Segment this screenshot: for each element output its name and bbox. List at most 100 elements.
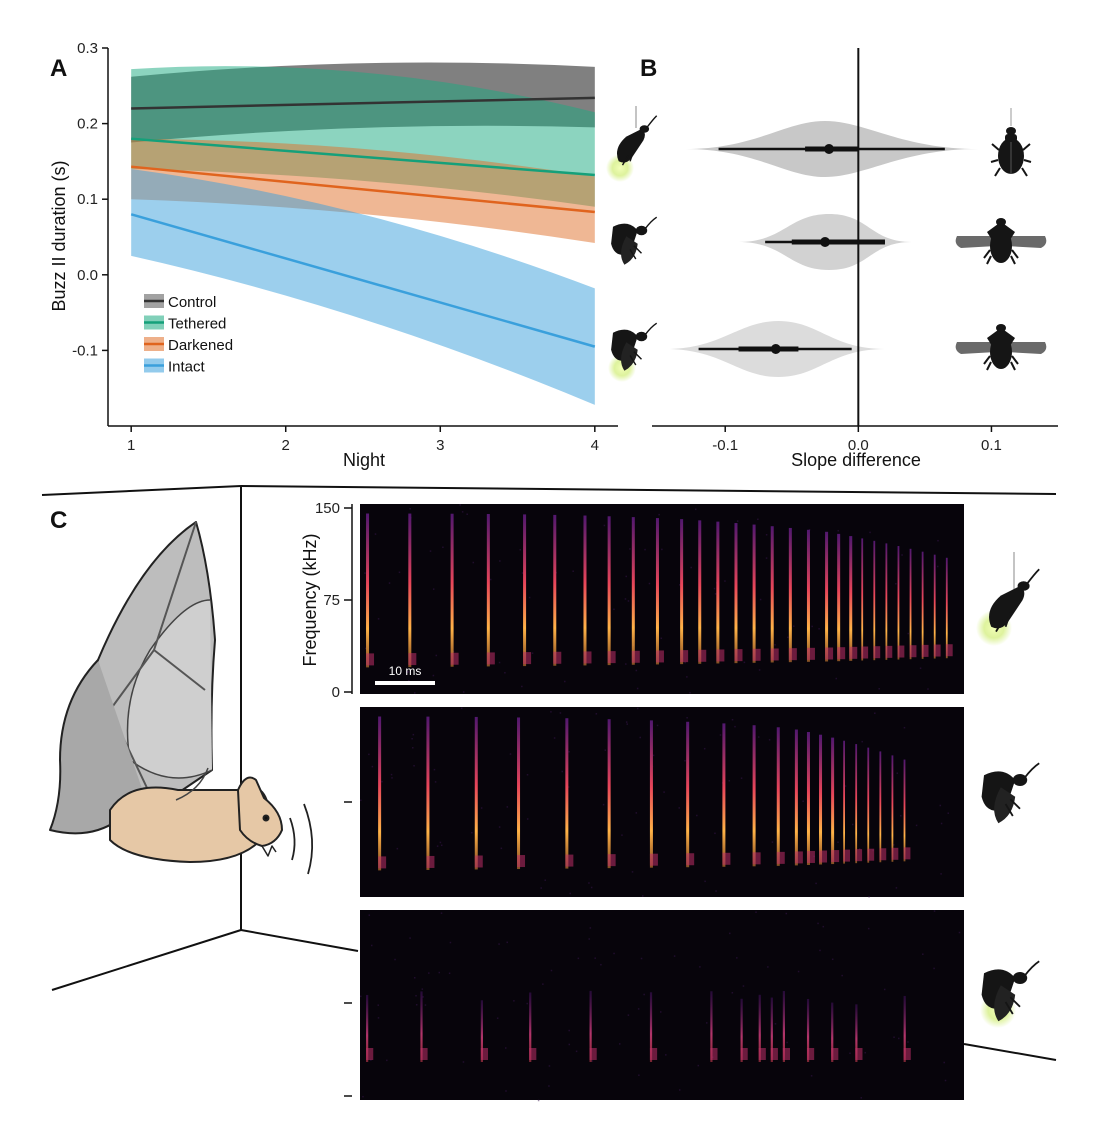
- noise-speck: [360, 799, 362, 802]
- echolocation-pulse: [788, 527, 792, 663]
- noise-speck: [861, 740, 863, 743]
- pulse-tail: [710, 1048, 718, 1060]
- noise-speck: [817, 922, 819, 925]
- echolocation-pulse: [529, 992, 532, 1062]
- x-tick-label: -0.1: [712, 437, 738, 454]
- noise-speck: [755, 911, 757, 913]
- noise-speck: [767, 966, 769, 968]
- noise-speck: [626, 723, 629, 725]
- echolocation-pulse: [855, 1004, 858, 1062]
- noise-speck: [448, 972, 451, 975]
- echolocation-pulse: [861, 538, 864, 661]
- echolocation-pulse: [837, 533, 841, 662]
- noise-speck: [639, 736, 641, 739]
- noise-speck: [625, 663, 627, 665]
- noise-speck: [542, 983, 544, 985]
- echolocation-pulse: [366, 994, 369, 1062]
- pulse-tail: [885, 645, 893, 658]
- noise-speck: [728, 780, 731, 782]
- noise-speck: [765, 534, 768, 536]
- noise-speck: [768, 739, 771, 741]
- noise-speck: [613, 952, 615, 955]
- noise-speck: [944, 1079, 947, 1082]
- noise-speck: [604, 749, 607, 751]
- echolocation-pulse: [486, 514, 490, 667]
- pulse-tail: [825, 647, 834, 660]
- noise-speck: [589, 927, 592, 929]
- pulse-tail: [855, 1048, 863, 1060]
- noise-speck: [374, 533, 377, 535]
- pulse-tail: [366, 1048, 374, 1060]
- pulse-tail: [698, 649, 707, 662]
- noise-speck: [922, 953, 924, 955]
- noise-speck: [694, 508, 697, 511]
- pulse-tail: [806, 1048, 815, 1060]
- pulse-tail: [589, 1048, 597, 1060]
- echolocation-pulse: [450, 513, 454, 667]
- noise-speck: [498, 661, 501, 664]
- noise-speck: [724, 580, 726, 582]
- legend-entry-darkened: Darkened: [168, 337, 233, 354]
- noise-speck: [787, 636, 789, 639]
- noise-speck: [644, 548, 646, 551]
- noise-speck: [424, 1004, 427, 1006]
- noise-speck: [837, 529, 839, 532]
- noise-speck: [690, 566, 692, 569]
- noise-speck: [907, 632, 909, 635]
- pulse-tail: [553, 651, 562, 664]
- darkened-beetle-icon: [610, 216, 658, 266]
- bat-illustration: [49, 521, 314, 875]
- noise-speck: [895, 582, 897, 585]
- noise-speck: [663, 791, 665, 793]
- noise-speck: [428, 972, 430, 974]
- pulse-tail: [873, 646, 881, 659]
- noise-speck: [731, 991, 734, 994]
- legend: Control Tethered Darkened Intact: [144, 294, 233, 376]
- noise-speck: [740, 777, 743, 779]
- noise-speck: [864, 1051, 866, 1054]
- noise-speck: [377, 1017, 380, 1019]
- noise-speck: [594, 957, 596, 959]
- noise-speck: [408, 679, 410, 682]
- noise-speck: [703, 747, 706, 750]
- echolocation-pulse: [480, 1000, 483, 1062]
- frequency-axis: 150 75 0 Frequency (kHz): [300, 500, 353, 1097]
- pulse-tail: [420, 1048, 428, 1060]
- echolocation-pulse: [378, 716, 382, 871]
- noise-speck: [422, 996, 424, 998]
- noise-speck: [933, 910, 936, 912]
- trend-line-control: [131, 96, 595, 110]
- pulse-tail: [752, 648, 761, 661]
- darkened-beetle-top-icon: [954, 217, 1048, 265]
- panel-b-letter: B: [640, 55, 657, 82]
- noise-speck: [714, 832, 716, 835]
- noise-speck: [602, 803, 605, 806]
- echolocation-pulse: [776, 727, 780, 866]
- noise-speck: [939, 804, 942, 807]
- noise-speck: [559, 712, 562, 714]
- echolocation-pulse: [933, 554, 936, 659]
- pulse-tail: [474, 855, 483, 868]
- noise-speck: [553, 737, 556, 739]
- y-tick-label: 0.0: [77, 267, 98, 284]
- noise-speck: [757, 518, 759, 521]
- pulse-tail: [607, 854, 616, 867]
- noise-speck: [413, 764, 415, 767]
- pulse-tail: [722, 852, 731, 865]
- spectrogram-darkened: [360, 707, 964, 897]
- echolocation-pulse: [420, 991, 423, 1062]
- x-tick-label: 0.1: [981, 437, 1002, 454]
- echolocation-pulse: [426, 716, 430, 870]
- noise-speck: [652, 754, 655, 757]
- noise-speck: [915, 824, 918, 827]
- pulse-tail: [378, 856, 387, 869]
- noise-speck: [572, 570, 574, 573]
- echolocation-pulse: [710, 991, 713, 1062]
- noise-speck: [575, 1050, 578, 1053]
- pulse-tail: [680, 650, 689, 663]
- x-tick-label: 0.0: [848, 437, 869, 454]
- echolocation-pulse: [565, 718, 569, 869]
- noise-speck: [625, 721, 628, 723]
- pulse-tail: [933, 644, 941, 657]
- noise-speck: [595, 713, 598, 715]
